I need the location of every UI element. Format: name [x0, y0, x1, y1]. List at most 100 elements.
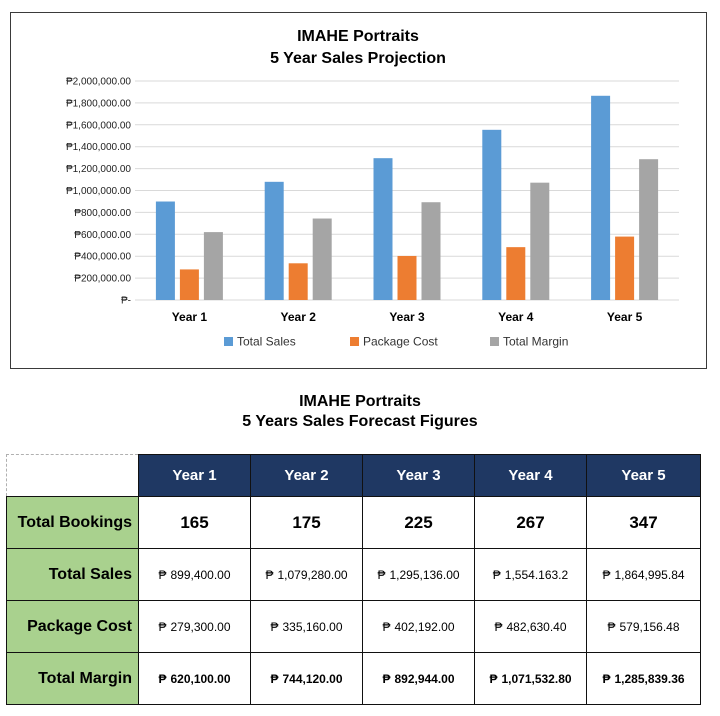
bar-package-cost: [179, 269, 199, 300]
table-cell: ₱ 402,192.00: [362, 600, 475, 653]
bar-total-margin: [421, 202, 441, 300]
peso-sign: ₱: [158, 619, 167, 634]
bar-total-margin: [530, 182, 550, 300]
table-cell: ₱ 335,160.00: [250, 600, 363, 653]
row-label: Total Bookings: [6, 496, 139, 549]
row-label: Total Sales: [6, 548, 139, 601]
y-tick-label: ₱-: [121, 296, 131, 307]
peso-sign: ₱: [265, 567, 274, 582]
x-tick-label: Year 3: [389, 310, 425, 324]
row-label: Package Cost: [6, 600, 139, 653]
table-cell: ₱ 744,120.00: [250, 652, 363, 705]
legend-swatch: [350, 337, 359, 346]
x-tick-label: Year 1: [172, 310, 208, 324]
table-cell: ₱ 899,400.00: [138, 548, 251, 601]
chart-title: IMAHE Portraits: [297, 28, 419, 45]
table-cell: ₱ 1,071,532.80: [474, 652, 587, 705]
col-header: Year 1: [138, 454, 251, 497]
bar-total-sales: [155, 201, 175, 300]
peso-sign: ₱: [270, 671, 279, 686]
legend-swatch: [490, 337, 499, 346]
y-tick-label: ₱1,200,000.00: [66, 164, 131, 175]
table-cell: ₱ 620,100.00: [138, 652, 251, 705]
legend-label: Total Margin: [503, 335, 568, 349]
bar-chart: IMAHE Portraits 5 Year Sales Projection …: [66, 28, 679, 349]
table-corner: [6, 454, 139, 497]
y-tick-label: ₱1,000,000.00: [66, 186, 131, 197]
chart-frame: IMAHE Portraits 5 Year Sales Projection …: [10, 12, 707, 369]
bar-total-sales: [591, 95, 611, 300]
y-tick-label: ₱1,400,000.00: [66, 142, 131, 153]
peso-sign: ₱: [377, 567, 386, 582]
table-subtitle: 5 Years Sales Forecast Figures: [242, 413, 478, 430]
x-axis-ticks: Year 1 Year 2 Year 3 Year 4 Year 5: [172, 310, 643, 324]
table-cell: ₱ 279,300.00: [138, 600, 251, 653]
table-row-total-sales: Total Sales ₱ 899,400.00 ₱ 1,079,280.00 ₱ 1…: [6, 548, 701, 601]
table-cell: ₱ 1,295,136.00: [362, 548, 475, 601]
peso-sign: ₱: [602, 567, 611, 582]
legend: Total Sales Package Cost Total Margin: [224, 335, 568, 349]
col-header: Year 5: [586, 454, 701, 497]
y-tick-label: ₱800,000.00: [74, 208, 131, 219]
legend-label: Package Cost: [363, 335, 438, 349]
bar-package-cost: [615, 236, 635, 300]
bar-total-margin: [312, 218, 332, 300]
table-title-block: IMAHE Portraits 5 Years Sales Forecast F…: [0, 392, 720, 432]
peso-sign: ₱: [489, 671, 498, 686]
peso-sign: ₱: [492, 567, 501, 582]
table-cell: ₱ 482,630.40: [474, 600, 587, 653]
table-cell: 225: [362, 496, 475, 549]
row-label: Total Margin: [6, 652, 139, 705]
y-tick-label: ₱2,000,000.00: [66, 77, 131, 88]
x-tick-label: Year 2: [281, 310, 317, 324]
col-header: Year 2: [250, 454, 363, 497]
bar-package-cost: [397, 255, 417, 300]
y-tick-label: ₱600,000.00: [74, 230, 131, 241]
y-tick-label: ₱1,600,000.00: [66, 120, 131, 131]
chart-subtitle: 5 Year Sales Projection: [270, 50, 446, 67]
table-cell: 267: [474, 496, 587, 549]
col-header: Year 4: [474, 454, 587, 497]
table-cell: ₱ 1,554.163.2: [474, 548, 587, 601]
table-row-total-margin: Total Margin ₱ 620,100.00 ₱ 744,120.00 ₱ 89…: [6, 652, 701, 705]
y-axis-ticks: ₱- ₱200,000.00 ₱400,000.00 ₱600,000.00 ₱800,…: [66, 77, 132, 307]
forecast-table: Year 1 Year 2 Year 3 Year 4 Year 5 Total…: [6, 454, 701, 705]
bar-package-cost: [288, 263, 308, 300]
bar-package-cost: [506, 247, 526, 300]
table-cell: 165: [138, 496, 251, 549]
table-cell: ₱ 892,944.00: [362, 652, 475, 705]
legend-swatch: [224, 337, 233, 346]
bar-total-sales: [373, 158, 393, 300]
table-cell: ₱ 1,285,839.36: [586, 652, 701, 705]
peso-sign: ₱: [602, 671, 611, 686]
bar-total-sales: [264, 181, 284, 300]
bar-total-sales: [482, 129, 502, 300]
y-tick-label: ₱1,800,000.00: [66, 98, 131, 109]
peso-sign: ₱: [158, 671, 167, 686]
peso-sign: ₱: [494, 619, 503, 634]
y-tick-label: ₱400,000.00: [74, 252, 131, 263]
bars: [155, 95, 659, 300]
table-row-total-bookings: Total Bookings 165 175 225 267 347: [6, 496, 701, 549]
table-cell: ₱ 1,864,995.84: [586, 548, 701, 601]
gridlines: [135, 80, 679, 301]
peso-sign: ₱: [382, 619, 391, 634]
peso-sign: ₱: [158, 567, 167, 582]
peso-sign: ₱: [382, 671, 391, 686]
table-cell: 175: [250, 496, 363, 549]
col-header: Year 3: [362, 454, 475, 497]
peso-sign: ₱: [607, 619, 616, 634]
bar-total-margin: [203, 232, 223, 300]
x-tick-label: Year 4: [498, 310, 534, 324]
table-row-package-cost: Package Cost ₱ 279,300.00 ₱ 335,160.00 ₱ 40…: [6, 600, 701, 653]
bar-total-margin: [639, 159, 659, 300]
header-row: Year 1 Year 2 Year 3 Year 4 Year 5: [6, 454, 701, 497]
table-title: IMAHE Portraits: [299, 393, 421, 410]
legend-label: Total Sales: [237, 335, 296, 349]
table-cell: 347: [586, 496, 701, 549]
table-cell: ₱ 579,156.48: [586, 600, 701, 653]
x-tick-label: Year 5: [607, 310, 643, 324]
y-tick-label: ₱200,000.00: [74, 274, 131, 285]
table-cell: ₱ 1,079,280.00: [250, 548, 363, 601]
peso-sign: ₱: [270, 619, 279, 634]
